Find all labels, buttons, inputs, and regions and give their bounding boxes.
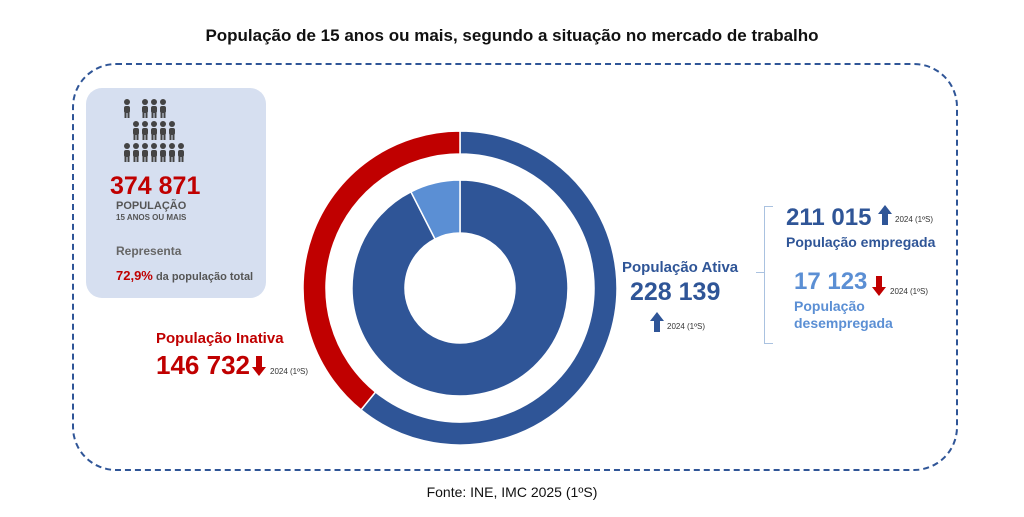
desempregada-value: 17 123 (794, 268, 868, 295)
label-line-2: 15 ANOS OU MAIS (116, 213, 187, 222)
ativa-value: 228 139 (630, 278, 721, 306)
arrow-down-icon (872, 276, 886, 296)
donut-slice-inner-0 (351, 179, 569, 397)
percentage-line: 72,9% da população total (116, 268, 253, 283)
total-population-value: 374 871 (110, 172, 201, 200)
inativa-note: 2024 (1ºS) (270, 367, 309, 376)
empregada-label: População empregada (786, 234, 936, 250)
dashed-frame (72, 63, 958, 471)
arrow-up-icon (650, 312, 664, 332)
ativa-note: 2024 (1ºS) (667, 322, 706, 331)
total-population-label: POPULAÇÃO 15 ANOS OU MAIS (116, 200, 186, 224)
donut-slice-inner-1 (409, 179, 461, 241)
inativa-value: 146 732 (156, 350, 250, 380)
desempregada-label: População desempregada (794, 298, 904, 332)
summary-card: 374 871 POPULAÇÃO 15 ANOS OU MAIS Repres… (86, 88, 266, 298)
source-note: Fonte: INE, IMC 2025 (1ºS) (426, 484, 598, 500)
donut-chart (302, 130, 618, 446)
desempregada-label-line-2: desempregada (794, 315, 893, 331)
chart-title: População de 15 anos ou mais, segundo a … (205, 26, 819, 45)
empregada-note: 2024 (1ºS) (895, 215, 934, 224)
desempregada-label-line-1: População (794, 298, 865, 314)
donut-slice-outer-1 (302, 130, 461, 411)
ativa-label: População Ativa (622, 259, 739, 276)
label-line-1: POPULAÇÃO (116, 200, 187, 212)
arrow-down-icon (252, 356, 266, 376)
arrow-up-icon (878, 205, 892, 225)
percentage-suffix: da população total (155, 271, 254, 283)
people-icon (124, 99, 184, 162)
bracket-tick (756, 272, 764, 273)
empregada-value: 211 015 (786, 204, 872, 231)
inativa-label: População Inativa (156, 330, 284, 347)
represents-label: Representa (116, 244, 182, 258)
bracket (764, 206, 773, 344)
desempregada-note: 2024 (1ºS) (890, 287, 929, 296)
percentage-value: 72,9% (116, 268, 153, 283)
